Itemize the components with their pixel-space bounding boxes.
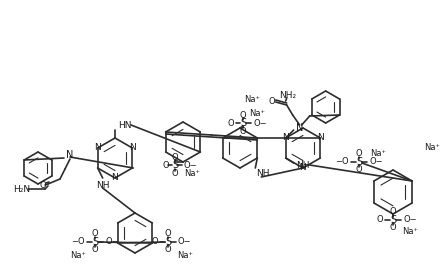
Text: NH₂: NH₂ bbox=[279, 91, 296, 99]
Text: NH: NH bbox=[96, 181, 110, 189]
Text: O: O bbox=[152, 237, 158, 247]
Text: O−: O− bbox=[178, 237, 192, 247]
Text: Na⁺: Na⁺ bbox=[177, 251, 193, 260]
Text: N: N bbox=[129, 143, 136, 152]
Text: N: N bbox=[299, 163, 306, 173]
Text: S: S bbox=[172, 160, 178, 170]
Text: −O: −O bbox=[72, 237, 85, 247]
Text: Na⁺: Na⁺ bbox=[249, 109, 265, 117]
Text: Na⁺: Na⁺ bbox=[370, 148, 386, 158]
Text: O: O bbox=[356, 150, 363, 158]
Text: S: S bbox=[165, 237, 171, 247]
Text: O: O bbox=[376, 215, 383, 225]
Text: N: N bbox=[112, 173, 118, 183]
Text: N: N bbox=[317, 133, 324, 143]
Text: O: O bbox=[172, 169, 178, 177]
Text: Na⁺: Na⁺ bbox=[244, 95, 260, 105]
Text: O: O bbox=[164, 229, 171, 239]
Text: H₂N: H₂N bbox=[13, 184, 30, 193]
Text: N: N bbox=[283, 133, 289, 143]
Text: N: N bbox=[296, 123, 304, 133]
Text: O−: O− bbox=[253, 118, 266, 128]
Text: Na⁺: Na⁺ bbox=[70, 251, 86, 260]
Text: O: O bbox=[92, 245, 98, 255]
Text: O: O bbox=[356, 166, 363, 174]
Text: NH: NH bbox=[257, 169, 270, 178]
Text: O−: O− bbox=[184, 161, 198, 169]
Text: HN: HN bbox=[118, 121, 132, 129]
Text: O: O bbox=[240, 110, 246, 120]
Text: O: O bbox=[172, 152, 178, 162]
Text: Na⁺: Na⁺ bbox=[402, 228, 418, 236]
Text: O−: O− bbox=[106, 237, 120, 247]
Text: S: S bbox=[240, 118, 246, 128]
Text: O: O bbox=[240, 126, 246, 136]
Text: O: O bbox=[92, 229, 98, 239]
Text: S: S bbox=[92, 237, 98, 247]
Text: O: O bbox=[228, 118, 234, 128]
Text: −O: −O bbox=[335, 158, 349, 166]
Text: O−: O− bbox=[403, 215, 417, 225]
Text: O: O bbox=[164, 245, 171, 255]
Text: O: O bbox=[268, 98, 275, 106]
Text: O: O bbox=[390, 207, 396, 217]
Text: N: N bbox=[94, 143, 101, 152]
Text: O: O bbox=[40, 181, 46, 189]
Text: O−: O− bbox=[369, 158, 383, 166]
Text: NH: NH bbox=[296, 161, 309, 169]
Text: S: S bbox=[390, 215, 396, 225]
Text: Na⁺: Na⁺ bbox=[184, 169, 200, 178]
Text: Na⁺: Na⁺ bbox=[424, 143, 440, 152]
Text: S: S bbox=[356, 157, 362, 167]
Text: N: N bbox=[66, 150, 74, 160]
Text: O: O bbox=[390, 224, 396, 233]
Text: O: O bbox=[163, 161, 169, 169]
